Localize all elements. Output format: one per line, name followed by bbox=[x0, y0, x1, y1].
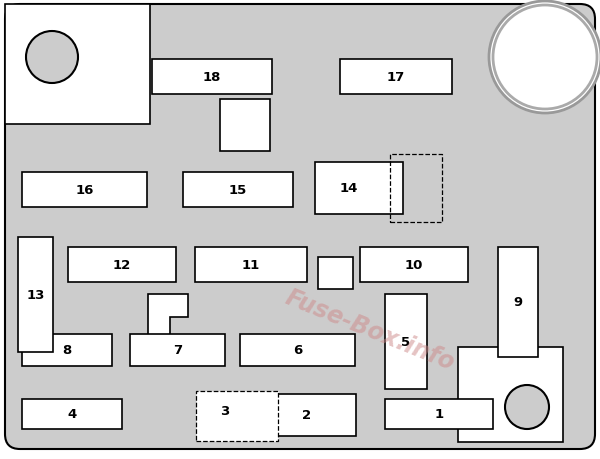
Text: 18: 18 bbox=[203, 71, 221, 84]
Circle shape bbox=[493, 6, 597, 110]
Text: Fuse-Box.info: Fuse-Box.info bbox=[282, 285, 458, 374]
Bar bbox=[238, 394, 356, 436]
Bar bbox=[22, 399, 122, 429]
Circle shape bbox=[505, 385, 549, 429]
Circle shape bbox=[26, 32, 78, 84]
Bar bbox=[130, 334, 225, 366]
Bar bbox=[68, 247, 176, 282]
Text: 12: 12 bbox=[113, 258, 131, 271]
Text: 4: 4 bbox=[67, 408, 77, 420]
Bar bbox=[385, 399, 493, 429]
Text: 17: 17 bbox=[387, 71, 405, 84]
Text: 13: 13 bbox=[26, 288, 44, 302]
Bar bbox=[360, 247, 468, 282]
Bar bbox=[220, 100, 270, 151]
Text: 7: 7 bbox=[173, 344, 182, 357]
Bar bbox=[315, 162, 403, 214]
Polygon shape bbox=[148, 294, 188, 359]
Text: 9: 9 bbox=[514, 296, 523, 309]
Bar bbox=[318, 257, 353, 289]
Text: 6: 6 bbox=[293, 344, 302, 357]
Circle shape bbox=[489, 2, 600, 114]
Bar bbox=[22, 334, 112, 366]
Text: 5: 5 bbox=[401, 335, 410, 348]
Text: 3: 3 bbox=[220, 405, 230, 418]
Bar bbox=[498, 247, 538, 357]
Bar bbox=[458, 347, 563, 442]
Bar bbox=[196, 391, 278, 441]
Bar bbox=[195, 247, 307, 282]
Bar bbox=[18, 237, 53, 352]
Text: 8: 8 bbox=[62, 344, 71, 357]
Text: 10: 10 bbox=[405, 258, 423, 271]
Text: 14: 14 bbox=[340, 182, 358, 195]
Bar bbox=[385, 294, 427, 389]
Bar bbox=[152, 60, 272, 95]
Text: 11: 11 bbox=[242, 258, 260, 271]
Text: 15: 15 bbox=[229, 184, 247, 196]
Bar bbox=[5, 5, 150, 125]
Bar bbox=[240, 334, 355, 366]
Bar bbox=[183, 173, 293, 207]
Text: 2: 2 bbox=[302, 409, 311, 421]
FancyBboxPatch shape bbox=[5, 5, 595, 449]
Text: 1: 1 bbox=[434, 408, 443, 420]
Bar bbox=[390, 155, 442, 223]
Bar bbox=[22, 173, 147, 207]
Bar bbox=[340, 60, 452, 95]
Text: 16: 16 bbox=[76, 184, 94, 196]
